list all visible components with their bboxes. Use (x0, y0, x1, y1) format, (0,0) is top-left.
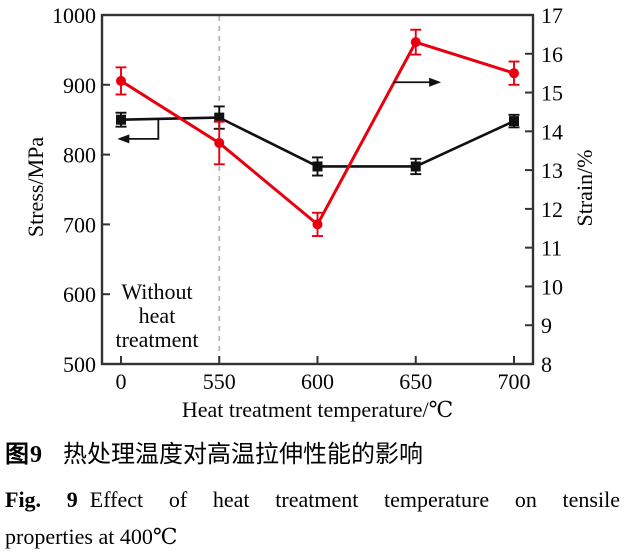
strain-series (115, 28, 520, 237)
y-axis-left-title: Stress/MPa (23, 137, 48, 237)
caption-chinese-text: 热处理温度对高温拉伸性能的影响 (63, 442, 423, 468)
x-tick-label: 0 (116, 369, 127, 394)
stress-point-marker (214, 112, 225, 123)
x-tick-label: 700 (498, 369, 531, 394)
y-left-tick-label: 500 (63, 352, 96, 377)
y-axis-left: 500 600 700 800 900 1000 (52, 3, 110, 377)
strain-point-marker (312, 219, 323, 230)
caption-english-text: Effect of heat treatment temperature on … (89, 487, 620, 512)
x-tick-label: 550 (203, 369, 236, 394)
y-right-tick-label: 12 (541, 197, 563, 222)
y-left-tick-label: 700 (63, 212, 96, 237)
stress-point-marker (116, 114, 126, 125)
caption-chinese-label: 图9 (5, 442, 43, 468)
y-right-tick-label: 15 (541, 81, 563, 106)
y-right-tick-label: 10 (541, 274, 563, 299)
annotation-line: heat (139, 303, 176, 328)
x-tick-label: 600 (301, 369, 334, 394)
y-right-tick-label: 16 (541, 42, 563, 67)
stress-point-marker (410, 161, 421, 172)
y-right-tick-label: 11 (541, 236, 562, 261)
caption-english-line1: Fig. 9 Effect of heat treatment temperatu… (5, 486, 620, 514)
arrow-head-right (429, 77, 442, 87)
arrow-head-left (117, 134, 130, 144)
strain-point-marker (410, 37, 421, 48)
y-right-tick-label: 8 (541, 352, 552, 377)
strain-line (120, 40, 515, 226)
left-axis-arrow (117, 118, 160, 144)
y-right-tick-label: 13 (541, 158, 563, 183)
stress-point-marker (312, 161, 323, 172)
y-right-tick-label: 14 (541, 119, 563, 144)
annotation-line: Without (121, 279, 192, 304)
right-axis-arrow (394, 77, 442, 87)
strain-point-marker (116, 75, 126, 86)
caption-chinese: 图9 热处理温度对高温拉伸性能的影响 (5, 440, 620, 471)
caption-english-label: Fig. 9 (5, 487, 78, 512)
tensile-properties-chart: 500 600 700 800 900 1000 8 9 10 11 12 13 14 15 16 17 0 55… (23, 3, 597, 422)
y-axis-right-title: Strain/% (572, 150, 597, 227)
y-left-tick-label: 900 (63, 73, 96, 98)
strain-point-marker (214, 137, 225, 148)
figure-caption: 图9 热处理温度对高温拉伸性能的影响 Fig. 9 Effect of heat t… (0, 440, 626, 551)
y-right-tick-label: 9 (541, 313, 552, 338)
y-left-tick-label: 800 (63, 143, 96, 168)
x-axis-title: Heat treatment temperature/℃ (182, 397, 453, 422)
x-tick-label: 650 (399, 369, 432, 394)
y-right-tick-label: 17 (541, 3, 563, 28)
strain-point-marker (509, 68, 519, 79)
stress-point-marker (509, 116, 519, 127)
y-left-tick-label: 600 (63, 282, 96, 307)
x-axis: 0 550 600 650 700 (116, 356, 531, 394)
y-left-tick-label: 1000 (52, 3, 96, 28)
y-axis-right: 8 9 10 11 12 13 14 15 16 17 (525, 3, 563, 377)
arrow-line (128, 118, 160, 140)
caption-english-line2: properties at 400℃ (5, 524, 178, 549)
annotation-line: treatment (115, 327, 198, 352)
